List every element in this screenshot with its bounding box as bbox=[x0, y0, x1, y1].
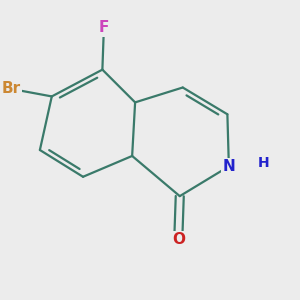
Text: N: N bbox=[223, 159, 235, 174]
Text: Br: Br bbox=[2, 82, 21, 97]
Text: H: H bbox=[257, 156, 269, 170]
Text: O: O bbox=[172, 232, 185, 247]
Text: F: F bbox=[99, 20, 109, 35]
